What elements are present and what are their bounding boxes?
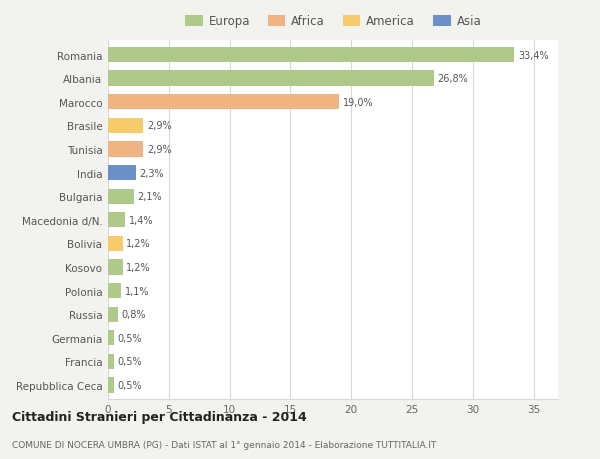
Text: 2,1%: 2,1% — [137, 192, 162, 202]
Text: 1,2%: 1,2% — [126, 239, 151, 249]
Bar — [108, 142, 143, 157]
Bar — [108, 213, 125, 228]
Bar — [108, 166, 136, 181]
Text: 1,4%: 1,4% — [128, 215, 153, 225]
Text: Cittadini Stranieri per Cittadinanza - 2014: Cittadini Stranieri per Cittadinanza - 2… — [12, 410, 307, 423]
Bar — [108, 236, 122, 252]
Text: 0,8%: 0,8% — [121, 309, 146, 319]
Bar — [108, 307, 118, 322]
Text: 0,5%: 0,5% — [118, 333, 142, 343]
Text: 2,3%: 2,3% — [140, 168, 164, 178]
Text: 0,5%: 0,5% — [118, 357, 142, 367]
Bar — [108, 260, 122, 275]
Text: 33,4%: 33,4% — [518, 50, 548, 61]
Text: 0,5%: 0,5% — [118, 380, 142, 390]
Bar — [108, 354, 114, 369]
Text: 1,1%: 1,1% — [125, 286, 149, 296]
Bar — [108, 48, 514, 63]
Text: 1,2%: 1,2% — [126, 263, 151, 273]
Legend: Europa, Africa, America, Asia: Europa, Africa, America, Asia — [185, 15, 481, 28]
Bar — [108, 378, 114, 393]
Bar — [108, 95, 339, 110]
Text: COMUNE DI NOCERA UMBRA (PG) - Dati ISTAT al 1° gennaio 2014 - Elaborazione TUTTI: COMUNE DI NOCERA UMBRA (PG) - Dati ISTAT… — [12, 441, 436, 449]
Text: 2,9%: 2,9% — [147, 145, 172, 155]
Bar — [108, 118, 143, 134]
Text: 2,9%: 2,9% — [147, 121, 172, 131]
Text: 26,8%: 26,8% — [437, 74, 469, 84]
Bar — [108, 189, 134, 204]
Bar — [108, 330, 114, 346]
Bar — [108, 283, 121, 299]
Bar — [108, 71, 434, 87]
Text: 19,0%: 19,0% — [343, 98, 373, 107]
